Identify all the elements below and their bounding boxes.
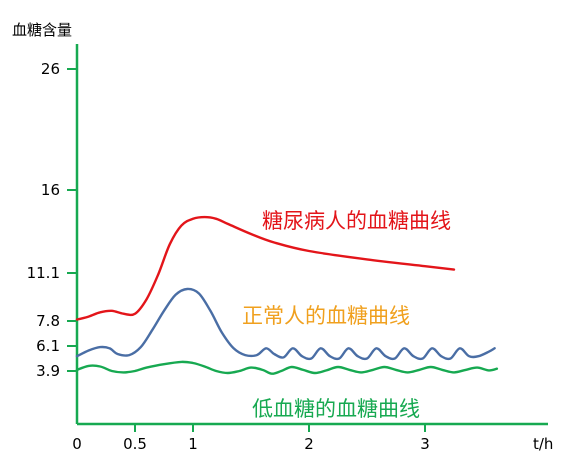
- y-tick-label: 26: [41, 60, 60, 78]
- y-tick-label: 6.1: [36, 337, 60, 355]
- series-line-hypoglycemia: [75, 360, 499, 375]
- x-tick-label: 3: [420, 435, 430, 453]
- series-label-hypoglycemia: 低血糖的血糖曲线: [252, 397, 420, 421]
- axes: [75, 44, 548, 426]
- series-labels: 糖尿病人的血糖曲线 正常人的血糖曲线 低血糖的血糖曲线: [242, 209, 451, 421]
- series-label-diabetic: 糖尿病人的血糖曲线: [262, 209, 451, 233]
- series-label-normal: 正常人的血糖曲线: [242, 304, 410, 328]
- series-line-normal: [75, 287, 496, 361]
- x-axis-title: t/h: [533, 435, 553, 453]
- x-tick-label: 0: [72, 435, 82, 453]
- y-ticks: 3.9 6.1 7.8 11.1 16 26: [27, 60, 77, 380]
- y-tick-label: 16: [41, 181, 60, 199]
- series-line-diabetic: [75, 215, 456, 321]
- y-tick-label: 7.8: [36, 312, 60, 330]
- x-tick-label: 1: [188, 435, 198, 453]
- series-group: [75, 215, 499, 375]
- x-tick-label: 0.5: [123, 435, 147, 453]
- y-axis-title: 血糖含量: [12, 21, 72, 39]
- x-ticks: 0 0.5 1 2 3: [72, 424, 430, 453]
- y-tick-label: 11.1: [27, 264, 60, 282]
- x-tick-label: 2: [304, 435, 314, 453]
- y-tick-label: 3.9: [36, 362, 60, 380]
